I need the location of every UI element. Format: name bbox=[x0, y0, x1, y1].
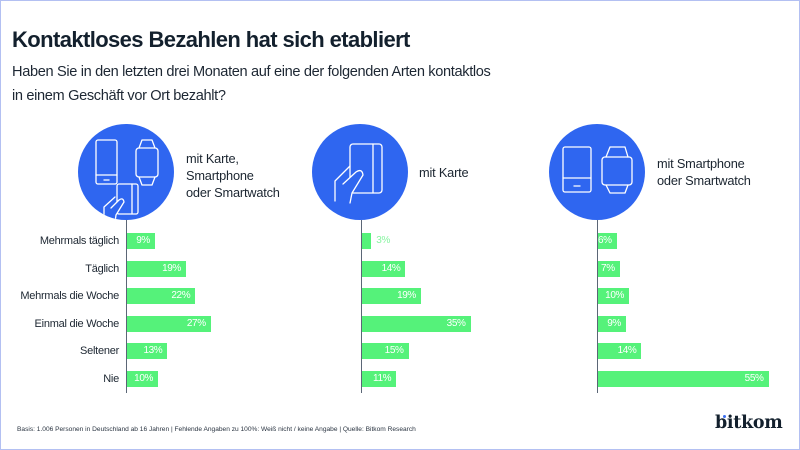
panel-heading-smartphone-smartwatch: mit Smartphone oder Smartwatch bbox=[657, 155, 751, 189]
bar bbox=[127, 315, 211, 332]
smartphone-icon bbox=[95, 139, 118, 185]
bar-value-label: 15% bbox=[384, 345, 404, 357]
bar bbox=[362, 315, 471, 332]
panel-heading-card: mit Karte bbox=[419, 164, 469, 181]
panel-heading-line: Smartphone bbox=[186, 168, 254, 183]
card-in-hand-icon bbox=[103, 183, 139, 220]
panel-heading-line: oder Smartwatch bbox=[657, 173, 751, 188]
logo-dot bbox=[722, 415, 726, 418]
smartwatch-icon bbox=[601, 146, 633, 194]
chart-subtitle: Haben Sie in den letzten drei Monaten au… bbox=[12, 60, 491, 108]
subtitle-line: in einem Geschäft vor Ort bezahlt? bbox=[12, 88, 226, 104]
bar-value-label: 14% bbox=[381, 262, 401, 274]
bar bbox=[598, 371, 769, 387]
icon-circle bbox=[78, 124, 174, 220]
panel-heading-card-smartphone-smartwatch: mit Karte, Smartphone oder Smartwatch bbox=[186, 150, 280, 201]
bar bbox=[127, 288, 196, 305]
category-label: Nie bbox=[103, 373, 119, 385]
bar bbox=[598, 288, 629, 305]
bar-value-label: 6% bbox=[597, 235, 612, 246]
panel-axis bbox=[596, 220, 598, 393]
bitkom-logo: bitkom bbox=[715, 413, 783, 433]
bar-value-label: 14% bbox=[617, 345, 637, 357]
bar bbox=[598, 233, 617, 249]
footer-source-note: Basis: 1.006 Personen in Deutschland ab … bbox=[17, 426, 416, 433]
bar-value-label: 35% bbox=[446, 317, 466, 329]
bar bbox=[362, 343, 409, 360]
bar-value-label: 55% bbox=[744, 373, 764, 384]
category-label: Einmal die Woche bbox=[34, 317, 120, 330]
logo-text: bitkom bbox=[715, 413, 783, 433]
panel-heading-line: mit Karte bbox=[419, 165, 469, 180]
bar bbox=[598, 260, 620, 277]
bar bbox=[362, 371, 397, 387]
bar-value-label: 10% bbox=[134, 373, 153, 384]
bar bbox=[362, 260, 406, 277]
chart-title: Kontaktloses Bezahlen hat sich etabliert bbox=[12, 27, 410, 52]
category-label: Täglich bbox=[85, 262, 119, 275]
bar bbox=[127, 260, 186, 277]
panel-axis bbox=[360, 220, 362, 393]
panel-heading-line: mit Karte, bbox=[186, 151, 239, 166]
bar-value-label: 27% bbox=[186, 317, 206, 329]
bar-value-label: 19% bbox=[162, 262, 181, 274]
bar bbox=[127, 371, 158, 387]
bar-value-label: 19% bbox=[397, 290, 416, 302]
bar-value-label: 9% bbox=[136, 235, 150, 246]
icon-circle bbox=[549, 124, 645, 220]
smartwatch-icon bbox=[135, 139, 159, 186]
bar-value-label: 13% bbox=[143, 345, 163, 357]
bar-value-label: 22% bbox=[171, 290, 191, 302]
panel-axis bbox=[125, 220, 127, 393]
bar-value-label: 9% bbox=[607, 317, 621, 329]
bar bbox=[598, 343, 642, 360]
bar bbox=[598, 315, 626, 332]
smartphone-icon bbox=[562, 146, 592, 193]
panel-heading-line: oder Smartwatch bbox=[186, 185, 280, 200]
bar bbox=[127, 233, 155, 249]
card-in-hand-icon bbox=[334, 143, 383, 204]
subtitle-line: Haben Sie in den letzten drei Monaten au… bbox=[12, 64, 491, 80]
category-label: Seltener bbox=[80, 345, 119, 358]
bar-value-label: 10% bbox=[605, 290, 624, 302]
category-label: Mehrmals die Woche bbox=[20, 290, 119, 303]
bar bbox=[362, 288, 421, 305]
bar-value-label: 11% bbox=[373, 373, 392, 384]
category-label: Mehrmals täglich bbox=[39, 235, 119, 247]
bar bbox=[127, 343, 168, 360]
bar-value-label: 3% bbox=[376, 235, 390, 246]
bar-value-label: 7% bbox=[601, 262, 615, 274]
bar bbox=[362, 233, 372, 249]
panel-heading-line: mit Smartphone bbox=[657, 156, 745, 171]
